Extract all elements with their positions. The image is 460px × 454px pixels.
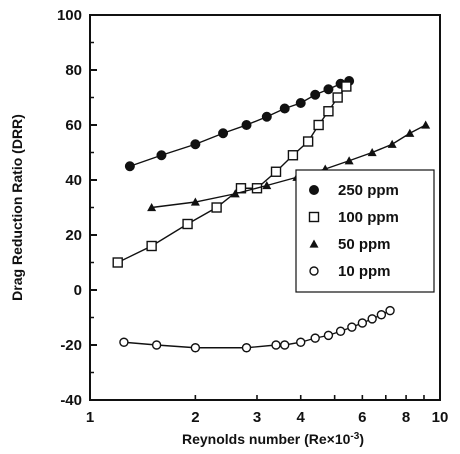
data-point [230,189,240,198]
x-tick-label: 4 [297,409,306,426]
data-point [190,197,200,206]
data-point [323,84,334,95]
data-point [261,111,272,122]
data-point [309,266,319,276]
x-axis-label: Reynolds number (Re×10-3) [182,431,364,448]
data-point [308,211,320,223]
data-point [241,120,252,130]
data-point [332,92,343,103]
series-100-ppm [112,81,352,268]
y-tick-label: 60 [65,117,82,134]
y-tick-label: 40 [65,172,82,189]
data-point [279,103,290,114]
legend-item: 250 ppm [309,182,399,199]
y-tick-label: 0 [74,282,82,299]
data-point [323,106,334,117]
y-tick-label: -20 [60,337,82,354]
legend-item: 100 ppm [308,209,399,226]
data-point [271,340,281,350]
data-point [241,343,252,353]
data-point [310,333,320,343]
legend-label: 50 ppm [338,236,391,253]
data-point [421,120,431,129]
data-point [357,318,368,328]
legend-label: 10 ppm [338,263,391,280]
data-point [151,340,162,350]
data-point [119,337,129,347]
data-point [302,136,314,147]
data-point [344,156,354,165]
data-point [405,128,415,137]
series-layer [112,76,431,353]
data-point [280,340,290,350]
data-point [310,89,321,100]
data-point [309,239,319,248]
data-point [147,203,157,212]
x-axis-label-exponent: -3 [350,431,359,442]
y-tick-label: 100 [57,7,82,24]
data-point [124,161,135,172]
data-point [270,166,282,177]
data-point [313,119,324,131]
data-point [296,337,306,347]
legend-item: 50 ppm [309,236,391,253]
data-point [323,330,334,341]
data-point [262,181,272,190]
data-point [287,150,299,161]
data-point [367,314,377,324]
data-point [146,240,157,252]
data-point [309,185,319,195]
legend-label: 100 ppm [338,209,399,226]
data-point [112,257,123,268]
x-tick-label: 8 [402,409,410,426]
data-point [335,326,346,336]
data-point [218,128,229,139]
y-tick-label: -40 [60,392,82,409]
data-point [376,310,387,320]
series-10-ppm [119,305,395,353]
legend-box [295,169,435,293]
legend-label: 250 ppm [338,182,399,199]
data-point [182,218,193,230]
x-tick-label: 2 [191,409,199,426]
x-tick-label: 6 [358,409,366,426]
data-point [385,305,395,316]
data-point [347,322,357,332]
data-point [387,139,397,148]
axis-ticks [89,14,441,401]
data-point [295,98,306,108]
y-axis-label: Drag Reduction Ratio (DRR) [9,114,25,301]
axis-tick-labels: -40 -20 0 20 40 60 80 100 1 2 3 4 6 8 10 [57,7,448,426]
y-tick-label: 80 [65,62,82,79]
x-axis-label-close: ) [359,431,364,447]
x-axis-label-main: Reynolds number (Re×10 [182,431,351,447]
data-point [190,343,201,353]
legend: 250 ppm 100 ppm 50 ppm 10 ppm [295,169,435,293]
x-tick-label: 1 [86,409,94,426]
x-tick-label: 10 [432,409,449,426]
data-point [367,148,377,157]
y-tick-label: 20 [65,227,82,244]
data-point [211,202,222,213]
x-tick-label: 3 [253,409,261,426]
data-point [341,81,352,92]
data-point [190,139,201,150]
data-point [156,150,167,161]
legend-item: 10 ppm [309,263,391,280]
